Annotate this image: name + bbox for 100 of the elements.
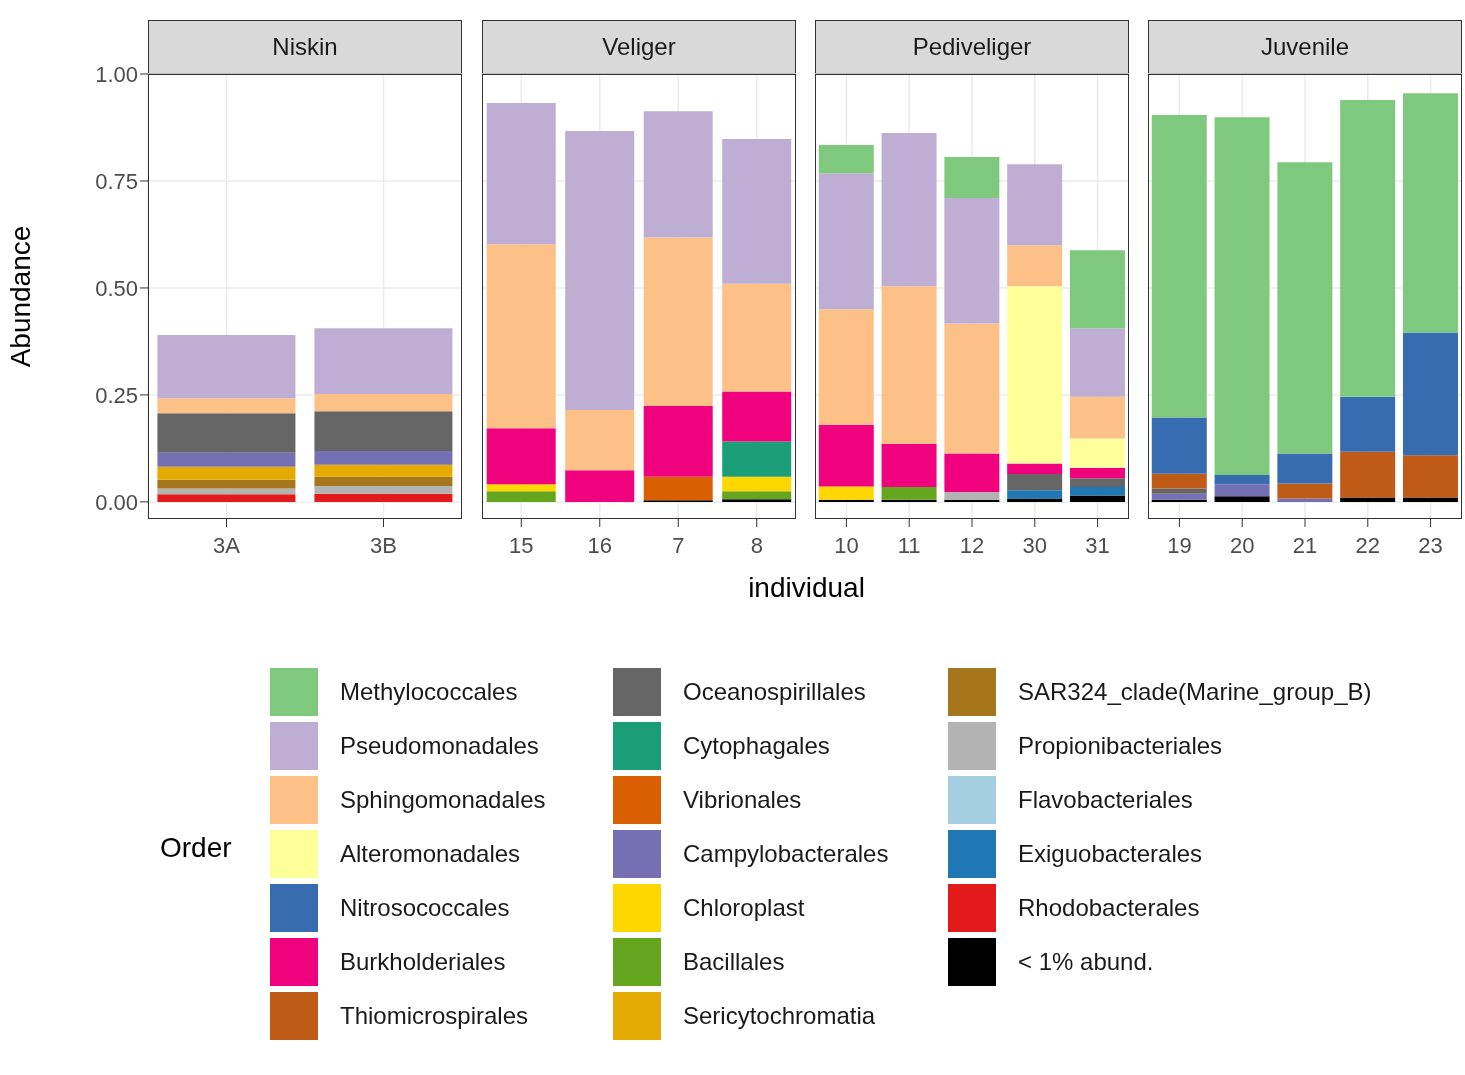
legend-title: Order	[160, 832, 233, 864]
bar	[1007, 164, 1063, 246]
bar	[157, 413, 296, 453]
bar	[314, 328, 453, 395]
bar	[944, 499, 1000, 502]
bar	[1340, 497, 1396, 502]
legend-label: < 1% abund.	[1018, 948, 1154, 976]
bar	[314, 464, 453, 477]
bar	[1340, 100, 1396, 397]
bar	[565, 130, 635, 410]
legend-label: Oceanospirillales	[683, 678, 866, 706]
x-tick-label: 20	[1229, 532, 1255, 558]
bar	[1151, 417, 1207, 474]
bar	[1214, 117, 1270, 475]
bar	[314, 493, 453, 502]
legend-label: Pseudomonadales	[340, 732, 539, 760]
bar	[1069, 250, 1125, 329]
bar	[314, 486, 453, 494]
bar	[1007, 498, 1063, 502]
bar	[1340, 396, 1396, 452]
chart-title: Niskin	[148, 20, 462, 74]
bar	[157, 452, 296, 467]
y-tick-label: 0.75	[95, 168, 138, 194]
legend-label: Methylococcales	[340, 678, 518, 706]
bar	[1069, 486, 1125, 496]
bar	[157, 335, 296, 399]
bar	[643, 111, 713, 238]
bar	[643, 237, 713, 407]
bar	[314, 411, 453, 451]
y-tick-label: 0.00	[95, 489, 138, 515]
bar	[722, 139, 792, 284]
bar	[881, 486, 937, 500]
bar	[944, 323, 1000, 454]
bar	[1069, 467, 1125, 479]
legend-label: Exiguobacterales	[1018, 840, 1203, 868]
bar	[157, 488, 296, 495]
bar	[944, 453, 1000, 493]
x-tick-label: 8	[750, 532, 763, 558]
bar	[818, 499, 874, 502]
legend-label: Rhodobacterales	[1018, 894, 1200, 922]
x-tick-label: 15	[509, 532, 534, 558]
x-tick-label: 19	[1167, 532, 1192, 558]
bar	[643, 476, 713, 501]
x-tick-label: 3B	[370, 532, 397, 558]
bar	[881, 444, 937, 487]
y-tick-label: 1.00	[95, 61, 138, 87]
bar	[818, 173, 874, 310]
bar	[1007, 245, 1063, 287]
bar	[1214, 474, 1270, 485]
bar	[1069, 495, 1125, 502]
bar	[1402, 455, 1458, 498]
x-tick-label: 22	[1355, 532, 1381, 558]
x-tick-label: 31	[1085, 532, 1110, 558]
bar	[818, 145, 874, 174]
x-tick-label: 30	[1022, 532, 1048, 558]
bar	[722, 476, 792, 492]
bar	[1277, 453, 1333, 484]
bar	[1277, 162, 1333, 454]
bar	[1069, 478, 1125, 487]
bar	[722, 441, 792, 477]
bar	[1007, 474, 1063, 491]
y-tick-label: 0.50	[95, 275, 138, 301]
bar	[486, 484, 556, 492]
bar	[157, 466, 296, 480]
bar	[1007, 463, 1063, 475]
bar	[722, 499, 792, 502]
bar	[314, 450, 453, 465]
bar	[1069, 438, 1125, 468]
bar	[1069, 396, 1125, 439]
bar	[1151, 115, 1207, 418]
x-tick-label: 23	[1418, 532, 1443, 558]
bar	[881, 499, 937, 502]
bar	[1151, 499, 1207, 502]
bar	[1069, 328, 1125, 397]
bar	[1151, 493, 1207, 500]
legend-label: Sericytochromatia	[683, 1002, 876, 1030]
x-axis-title: individual	[747, 572, 866, 604]
legend-label: Burkholderiales	[340, 948, 506, 976]
bar	[1214, 496, 1270, 502]
bar	[944, 492, 1000, 500]
bar	[1277, 498, 1333, 502]
bar	[157, 494, 296, 502]
bar	[1151, 473, 1207, 489]
legend-label: Chloroplast	[683, 894, 805, 922]
bar	[565, 409, 635, 471]
bar	[1007, 490, 1063, 499]
x-tick-label: 21	[1292, 532, 1318, 558]
bar	[314, 476, 453, 487]
bar	[486, 428, 556, 485]
legend-label: Bacillales	[683, 948, 785, 976]
y-tick-label: 0.25	[95, 382, 138, 408]
bar	[1214, 484, 1270, 497]
y-axis-title: Abundance	[4, 225, 36, 368]
bar	[722, 491, 792, 500]
legend-label: Alteromonadales	[340, 840, 521, 868]
legend-label: Cytophagales	[683, 732, 830, 760]
bar	[881, 133, 937, 287]
legend-label: Nitrosococcales	[340, 894, 510, 922]
bar	[1340, 451, 1396, 498]
bar	[565, 470, 635, 502]
